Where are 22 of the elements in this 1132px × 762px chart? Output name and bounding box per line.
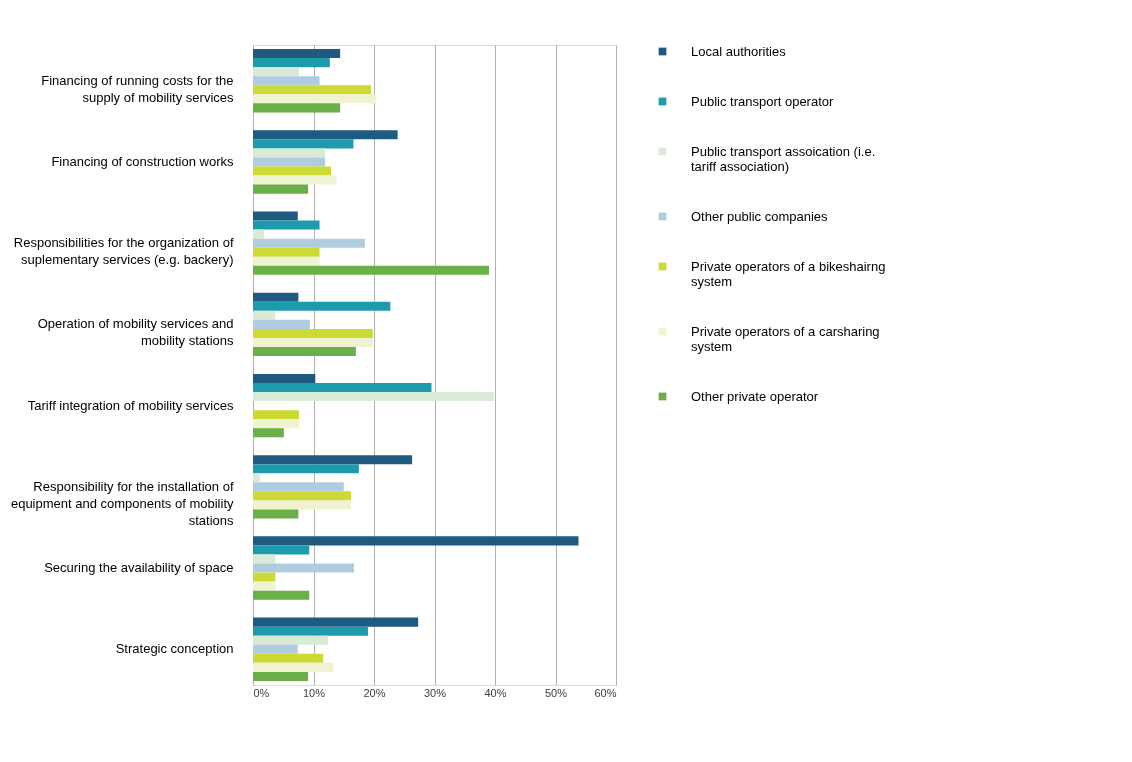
y-tick-label: Operation of mobility services and mobility stations bbox=[37, 316, 234, 349]
y-tick-label: Financing of running costs for the supply of mobility services bbox=[41, 72, 234, 105]
x-tick-label: 50% bbox=[544, 686, 568, 699]
legend-label: Other public companies bbox=[691, 208, 829, 224]
x-tick-label: 30% bbox=[423, 686, 447, 699]
y-tick-label: Tariff integration of mobility services bbox=[27, 397, 234, 413]
legend-label: Private operators of a carsharing system bbox=[691, 323, 880, 354]
x-tick-label: 40% bbox=[484, 686, 507, 699]
x-tick-label: 20% bbox=[363, 686, 386, 699]
y-tick-label: Responsibility for the installation of equipment and components of mobility stations bbox=[10, 478, 234, 528]
x-tick-label: 0% bbox=[253, 686, 270, 699]
y-tick-label: Securing the availability of space bbox=[44, 560, 234, 576]
legend-label: Public transport operator bbox=[691, 93, 835, 109]
x-tick-label: 60% bbox=[594, 686, 617, 699]
legend-label: Other private operator bbox=[691, 388, 819, 404]
y-tick-label: Responsibilities for the organization of suplementary services (e.g. backery) bbox=[13, 235, 234, 268]
x-tick-label: 10% bbox=[302, 686, 326, 699]
legend-label: Private operators of a bikeshairng system bbox=[691, 258, 886, 289]
y-tick-label: Financing of construction works bbox=[51, 153, 234, 169]
y-tick-label: Strategic conception bbox=[115, 641, 234, 657]
legend-label: Local authorities bbox=[691, 43, 787, 59]
legend-label: Public transport assoication (i.e. tariff association) bbox=[691, 143, 876, 174]
